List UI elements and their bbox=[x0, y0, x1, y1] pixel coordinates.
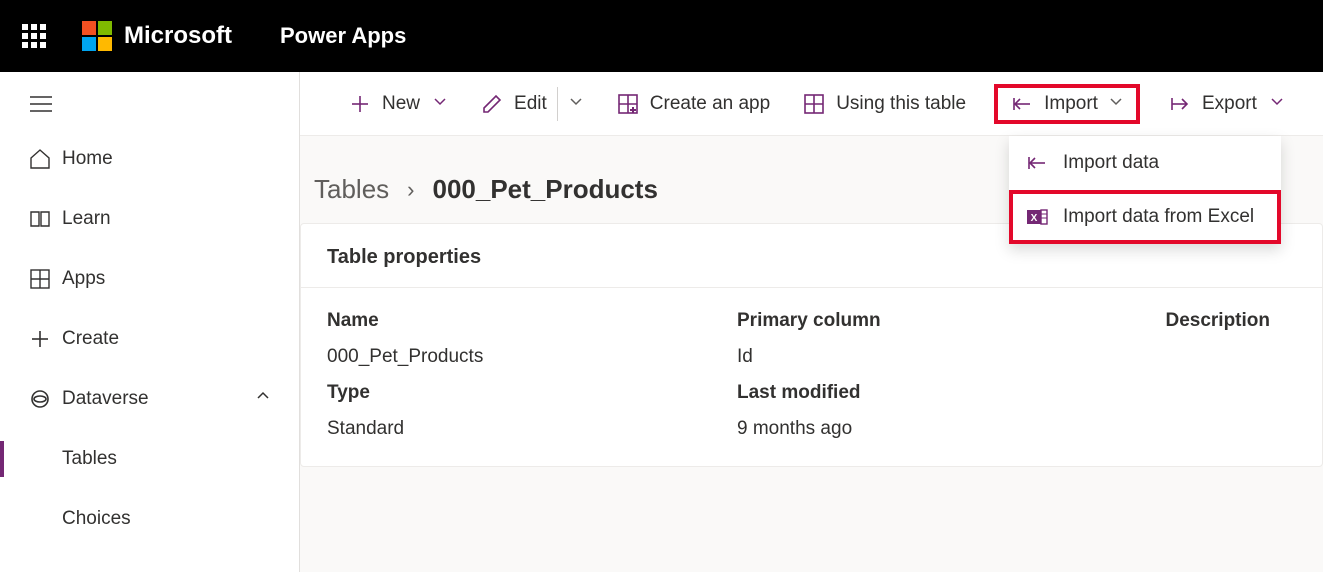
export-label: Export bbox=[1202, 93, 1257, 115]
sidebar-item-create[interactable]: Create bbox=[0, 309, 299, 369]
sidebar-item-tables[interactable]: Tables bbox=[0, 429, 299, 489]
create-app-button[interactable]: Create an app bbox=[612, 86, 774, 122]
plus-icon bbox=[28, 327, 62, 351]
sidebar-item-label: Apps bbox=[62, 268, 105, 290]
dataverse-icon bbox=[28, 387, 62, 411]
edit-button-label: Edit bbox=[514, 93, 547, 115]
chevron-down-icon bbox=[1108, 93, 1124, 115]
export-button[interactable]: Export bbox=[1164, 86, 1289, 122]
book-icon bbox=[28, 207, 62, 231]
microsoft-logo-text: Microsoft bbox=[124, 22, 232, 50]
label-primary-column: Primary column bbox=[737, 310, 1147, 332]
sidebar-item-label: Learn bbox=[62, 208, 111, 230]
sidebar-item-label: Create bbox=[62, 328, 119, 350]
edit-split-button[interactable] bbox=[557, 87, 588, 121]
import-icon bbox=[1025, 151, 1049, 175]
hamburger-button[interactable] bbox=[0, 84, 299, 129]
edit-button[interactable]: Edit bbox=[476, 86, 551, 122]
value-type: Standard bbox=[327, 418, 737, 440]
breadcrumb-parent[interactable]: Tables bbox=[314, 174, 389, 205]
sidebar-item-label: Home bbox=[62, 148, 113, 170]
sidebar-item-label: Tables bbox=[62, 448, 117, 470]
breadcrumb-current: 000_Pet_Products bbox=[432, 174, 657, 205]
breadcrumb-separator: › bbox=[407, 177, 414, 203]
value-name: 000_Pet_Products bbox=[327, 346, 737, 368]
app-name: Power Apps bbox=[280, 23, 406, 49]
home-icon bbox=[28, 147, 62, 171]
using-table-button[interactable]: Using this table bbox=[798, 86, 970, 122]
import-dropdown: Import data X Import data from Excel bbox=[1009, 136, 1281, 244]
global-header: Microsoft Power Apps bbox=[0, 0, 1323, 72]
label-type: Type bbox=[327, 382, 737, 404]
import-label: Import bbox=[1044, 93, 1098, 115]
svg-text:X: X bbox=[1031, 213, 1038, 224]
sidebar-item-label: Choices bbox=[62, 508, 131, 530]
grid-icon bbox=[28, 267, 62, 291]
microsoft-logo[interactable]: Microsoft bbox=[82, 21, 232, 51]
chevron-down-icon bbox=[432, 93, 448, 115]
sidebar-item-label: Dataverse bbox=[62, 388, 149, 410]
label-last-modified: Last modified bbox=[737, 382, 1147, 404]
value-primary-column: Id bbox=[737, 346, 1147, 368]
new-button[interactable]: New bbox=[344, 86, 452, 122]
chevron-up-icon bbox=[255, 388, 271, 410]
using-table-label: Using this table bbox=[836, 93, 966, 115]
import-data-label: Import data bbox=[1063, 152, 1159, 174]
table-properties-card: Table properties Name Primary column Des… bbox=[300, 223, 1323, 467]
import-from-excel-item[interactable]: X Import data from Excel bbox=[1009, 190, 1281, 244]
label-description: Description bbox=[1147, 310, 1296, 332]
chevron-down-icon bbox=[1269, 93, 1285, 115]
microsoft-logo-icon bbox=[82, 21, 112, 51]
sidebar-item-dataverse[interactable]: Dataverse bbox=[0, 369, 299, 429]
excel-icon: X bbox=[1025, 205, 1049, 229]
sidebar: Home Learn Apps Create Dataverse bbox=[0, 72, 300, 572]
app-launcher-icon[interactable] bbox=[22, 24, 46, 48]
new-button-label: New bbox=[382, 93, 420, 115]
import-from-excel-label: Import data from Excel bbox=[1063, 206, 1254, 228]
import-button[interactable]: Import bbox=[994, 84, 1140, 124]
command-bar: New Edit Create an app Using this table bbox=[300, 72, 1323, 136]
sidebar-item-home[interactable]: Home bbox=[0, 129, 299, 189]
chevron-down-icon bbox=[568, 93, 584, 115]
create-app-label: Create an app bbox=[650, 93, 770, 115]
value-last-modified: 9 months ago bbox=[737, 418, 1147, 440]
label-name: Name bbox=[327, 310, 737, 332]
sidebar-item-choices[interactable]: Choices bbox=[0, 489, 299, 549]
sidebar-item-apps[interactable]: Apps bbox=[0, 249, 299, 309]
import-data-item[interactable]: Import data bbox=[1009, 136, 1281, 190]
sidebar-item-learn[interactable]: Learn bbox=[0, 189, 299, 249]
